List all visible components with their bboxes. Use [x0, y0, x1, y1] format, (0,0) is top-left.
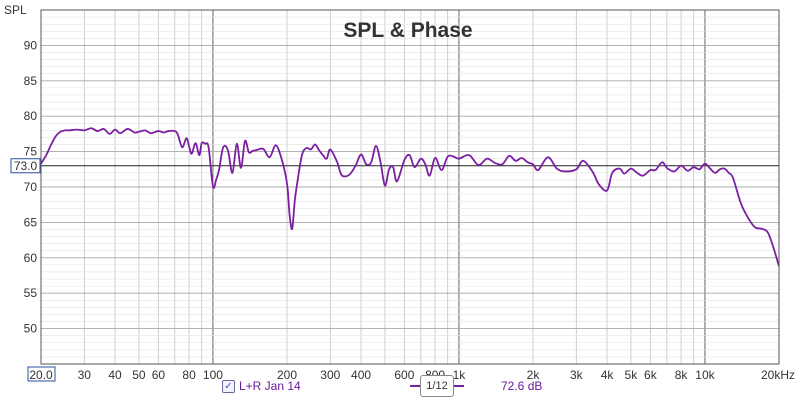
y-tick-label: 60	[24, 251, 38, 265]
y-tick-labels: 50 55 60 65 70 75 80 85 90	[24, 38, 38, 335]
y-tick-label: 70	[24, 180, 38, 194]
y-tick-label: 85	[24, 74, 38, 88]
reference-line-group[interactable]: 73.0	[11, 159, 779, 173]
y-tick-label: 90	[24, 38, 38, 52]
smoothing-line-left	[410, 385, 420, 387]
smoothing-value: 1/12	[420, 375, 454, 397]
grid-lines	[41, 10, 779, 364]
series-group	[41, 128, 779, 266]
legend-bar: ✓ L+R Jan 14 1/12 72.6 dB	[0, 378, 800, 398]
series-legend-label[interactable]: L+R Jan 14	[239, 379, 301, 393]
spl-chart: 73.0 505560657075808590 20.0 30 40 50 60 80 10…	[0, 0, 800, 404]
level-readout: 72.6 dB	[501, 379, 542, 393]
y-tick-label: 55	[24, 286, 38, 300]
reference-value-label: 73.0	[14, 159, 38, 173]
smoothing-selector[interactable]: 1/12	[410, 375, 464, 397]
y-tick-label: 50	[24, 322, 38, 336]
y-tick-label: 80	[24, 109, 38, 123]
series-visibility-checkbox[interactable]: ✓	[222, 380, 235, 393]
chart-title: SPL & Phase	[343, 19, 472, 42]
y-tick-label: 65	[24, 215, 38, 229]
smoothing-line-right	[454, 385, 464, 387]
y-axis-label: SPL	[4, 3, 27, 17]
series-line-spl	[41, 128, 779, 266]
y-tick-label: 75	[24, 145, 38, 159]
